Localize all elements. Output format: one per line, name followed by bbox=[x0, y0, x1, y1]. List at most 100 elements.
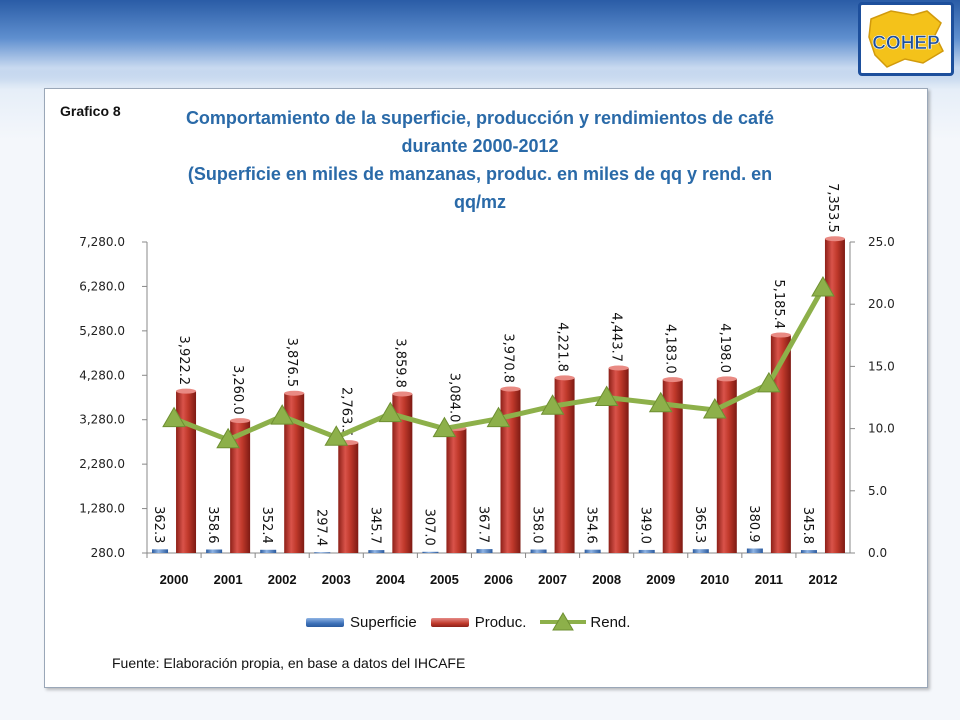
bar-superficie bbox=[692, 549, 709, 553]
data-label-superficie: 354.6 bbox=[584, 506, 599, 543]
bar-produc-cap bbox=[554, 375, 575, 381]
logo-text: COHEP bbox=[872, 33, 940, 54]
legend-swatch-produc bbox=[430, 617, 469, 627]
data-label-superficie: 297.4 bbox=[313, 509, 328, 546]
bar-produc-cap bbox=[284, 390, 305, 396]
legend-label-produc: Produc. bbox=[474, 613, 527, 631]
data-label-superficie: 358.0 bbox=[530, 506, 545, 543]
point-rend bbox=[432, 416, 457, 438]
bar-produc bbox=[338, 442, 359, 553]
bar-superficie bbox=[476, 549, 493, 553]
y-left-tick-label: 5,280.0 bbox=[79, 324, 125, 338]
bar-produc bbox=[176, 391, 197, 553]
data-label-superficie: 352.4 bbox=[259, 507, 274, 544]
title-line-1: Comportamiento de la superficie, producc… bbox=[185, 108, 775, 128]
y-left-tick-label: 4,280.0 bbox=[79, 368, 125, 382]
bar-produc-cap bbox=[176, 388, 197, 394]
y-right-tick-label: 20.0 bbox=[868, 297, 895, 311]
data-label-superficie: 365.3 bbox=[692, 506, 707, 543]
x-tick-label: 2011 bbox=[755, 572, 783, 587]
point-rend bbox=[540, 394, 565, 415]
point-rend bbox=[216, 427, 240, 449]
bar-superficie bbox=[584, 549, 601, 553]
point-rend bbox=[486, 406, 511, 428]
x-tick-label: 2005 bbox=[430, 572, 459, 587]
data-label-produc: 7,353.5 bbox=[825, 183, 840, 233]
bar-superficie bbox=[152, 549, 169, 553]
y-right-tick-label: 5.0 bbox=[868, 484, 887, 498]
data-label-superficie: 380.9 bbox=[746, 505, 761, 542]
chart-number-label: Grafico 8 bbox=[60, 103, 121, 119]
y-right-tick-label: 10.0 bbox=[868, 422, 895, 436]
bar-produc bbox=[608, 368, 629, 553]
data-label-produc: 3,970.8 bbox=[501, 333, 516, 383]
title-line-3: (Superficie en miles de manzanas, produc… bbox=[187, 164, 773, 184]
data-label-produc: 3,876.5 bbox=[284, 338, 299, 388]
bar-superficie bbox=[368, 550, 385, 553]
data-label-produc: 4,198.0 bbox=[717, 323, 732, 373]
logo-graphic: COHEP bbox=[868, 10, 944, 68]
y-right-tick-label: 15.0 bbox=[868, 359, 895, 373]
bar-produc-cap bbox=[662, 377, 683, 383]
y-left-tick-label: 6,280.0 bbox=[79, 279, 125, 293]
point-rend bbox=[702, 397, 727, 419]
bar-produc bbox=[500, 389, 521, 553]
source-note: Fuente: Elaboración propia, en base a da… bbox=[112, 655, 466, 670]
bar-produc bbox=[230, 420, 251, 553]
y-left-tick-label: 3,280.0 bbox=[79, 413, 125, 427]
bar-produc-cap bbox=[824, 236, 845, 242]
data-label-superficie: 358.6 bbox=[205, 506, 220, 543]
data-label-produc: 3,859.8 bbox=[392, 338, 407, 388]
data-label-produc: 4,443.7 bbox=[609, 312, 624, 362]
bar-produc-cap bbox=[770, 332, 791, 338]
data-label-superficie: 367.7 bbox=[476, 506, 491, 543]
y-left-tick-label: 1,280.0 bbox=[79, 502, 125, 516]
data-label-produc: 3,922.2 bbox=[176, 336, 191, 386]
x-tick-label: 2000 bbox=[160, 572, 189, 587]
x-tick-label: 2004 bbox=[376, 572, 406, 587]
point-rend bbox=[270, 404, 295, 425]
title-line-4: qq/mz bbox=[454, 192, 506, 212]
x-tick-label: 2009 bbox=[646, 572, 675, 587]
legend-item-superficie: Superficie bbox=[306, 614, 417, 631]
bar-produc bbox=[824, 238, 845, 553]
y-right-tick-label: 25.0 bbox=[868, 235, 895, 249]
bar-superficie bbox=[260, 549, 277, 553]
bar-produc-cap bbox=[230, 418, 251, 424]
point-rend bbox=[378, 401, 403, 423]
data-label-produc: 2,763.5 bbox=[338, 387, 353, 437]
bar-produc-cap bbox=[500, 386, 521, 392]
point-rend bbox=[162, 406, 186, 428]
data-label-produc: 3,084.0 bbox=[446, 373, 461, 423]
data-label-produc: 4,221.8 bbox=[555, 322, 570, 372]
bar-superficie bbox=[314, 552, 331, 554]
bar-superficie bbox=[746, 548, 763, 553]
x-tick-label: 2002 bbox=[268, 572, 297, 587]
bar-produc bbox=[392, 393, 413, 553]
data-label-superficie: 307.0 bbox=[421, 509, 436, 546]
legend-swatch-superficie bbox=[306, 617, 344, 627]
legend-swatch-rend bbox=[540, 611, 587, 633]
x-tick-label: 2012 bbox=[809, 572, 838, 587]
x-tick-label: 2007 bbox=[538, 572, 567, 587]
x-tick-label: 2003 bbox=[322, 572, 351, 587]
data-label-superficie: 362.3 bbox=[151, 506, 166, 543]
chart-title: Comportamiento de la superficie, producc… bbox=[140, 104, 820, 216]
y-right-tick-label: 0.0 bbox=[868, 546, 887, 560]
header-band bbox=[0, 0, 960, 85]
legend-item-rend: Rend. bbox=[540, 611, 630, 633]
title-line-2: durante 2000-2012 bbox=[401, 136, 559, 156]
data-label-superficie: 349.0 bbox=[638, 507, 653, 544]
data-label-produc: 3,260.0 bbox=[230, 365, 245, 415]
bar-produc bbox=[446, 428, 467, 553]
data-label-superficie: 345.8 bbox=[800, 507, 815, 544]
bar-produc-cap bbox=[716, 376, 737, 382]
bar-produc-cap bbox=[392, 391, 413, 397]
point-rend bbox=[648, 391, 673, 413]
chart-legend: Superficie Produc. Rend. bbox=[306, 611, 644, 633]
point-rend bbox=[811, 276, 835, 297]
triangle-marker-icon bbox=[540, 612, 587, 631]
bar-superficie bbox=[638, 549, 655, 553]
y-left-tick-label: 7,280.0 bbox=[79, 235, 125, 249]
bar-superficie bbox=[422, 551, 439, 553]
